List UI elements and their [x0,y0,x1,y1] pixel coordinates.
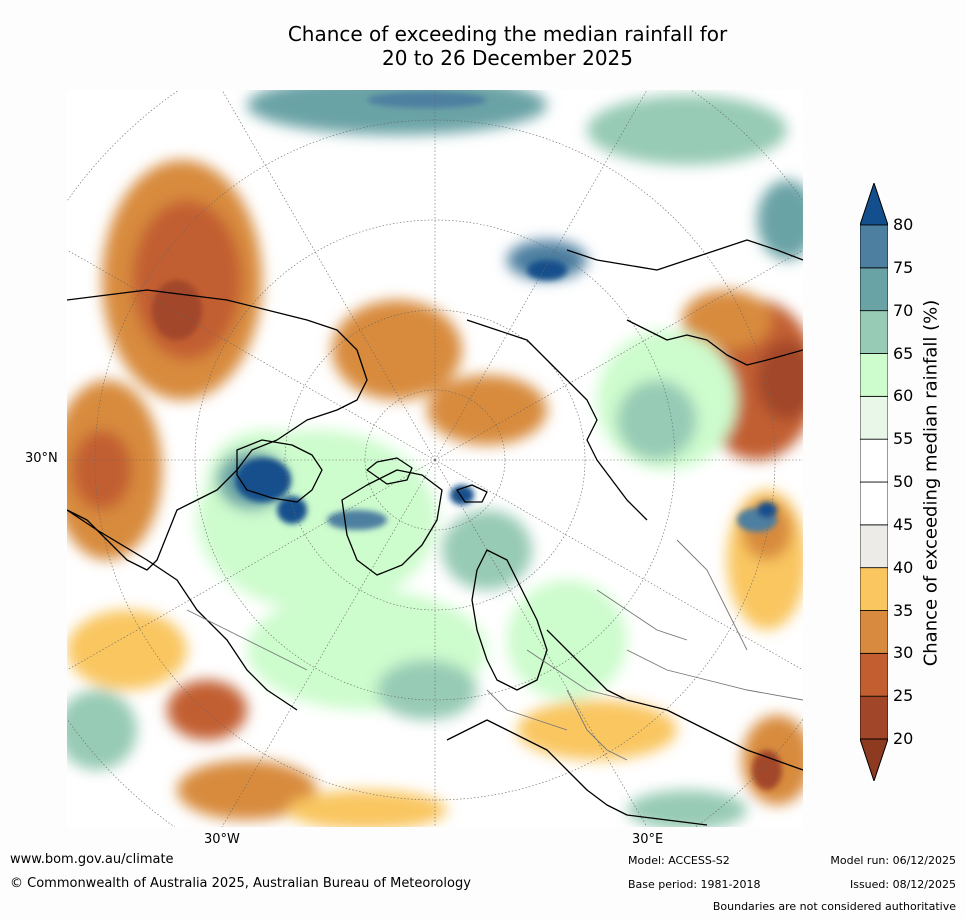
colorbar-tick-label: 20 [893,729,914,748]
copyright-text: © Commonwealth of Australia 2025, Austra… [10,876,471,891]
colorbar-tick-label: 35 [893,600,914,620]
polar-map[interactable] [67,90,803,827]
model-run-text: Model run: 06/12/2025 [830,854,956,867]
website-link[interactable]: www.bom.gov.au/climate [10,852,174,867]
colorbar-tick-label: 45 [893,514,914,534]
issued-text: Issued: 08/12/2025 [849,878,956,891]
lat-label-30n: 30°N [25,451,58,466]
model-text: Model: ACCESS-S2 [628,854,730,867]
colorbar-tick-label: 25 [893,686,914,706]
colorbar-band [860,481,888,526]
colorbar-band [860,610,888,654]
lon-label-30e: 30°E [632,832,664,847]
colorbar-band [860,267,888,312]
title-line-1: Chance of exceeding the median rainfall … [287,22,728,46]
map-canvas [67,90,803,827]
colorbar-tick-label: 60 [893,386,914,406]
colorbar-band [860,524,888,569]
colorbar-tick-label: 55 [893,429,914,449]
colorbar-band [860,395,888,440]
colorbar-tick-label: 75 [893,257,914,277]
disclaimer-text: Boundaries are not considered authoritat… [712,900,956,913]
lon-label-30w: 30°W [204,832,240,847]
chart-title: Chance of exceeding the median rainfall … [0,22,965,70]
colorbar-tick-label: 50 [893,472,914,491]
colorbar-tick-label: 65 [893,343,914,363]
colorbar [860,183,888,781]
base-period-text: Base period: 1981-2018 [628,878,761,891]
colorbar-band [860,567,888,611]
colorbar-tick-label: 40 [893,557,914,577]
colorbar-tick-label: 70 [893,300,914,320]
colorbar-band [860,438,888,483]
colorbar-over-arrow [860,183,888,226]
colorbar-label: Chance of exceeding median rainfall (%) [920,299,942,667]
colorbar-band [860,310,888,354]
title-line-2: 20 to 26 December 2025 [381,46,633,70]
colorbar-band [860,652,888,697]
colorbar-tick-label: 30 [893,643,914,663]
colorbar-under-arrow [860,738,888,781]
colorbar-band [860,224,888,269]
colorbar-band [860,353,888,397]
colorbar-band [860,695,888,740]
colorbar-tick-label: 80 [893,215,914,234]
